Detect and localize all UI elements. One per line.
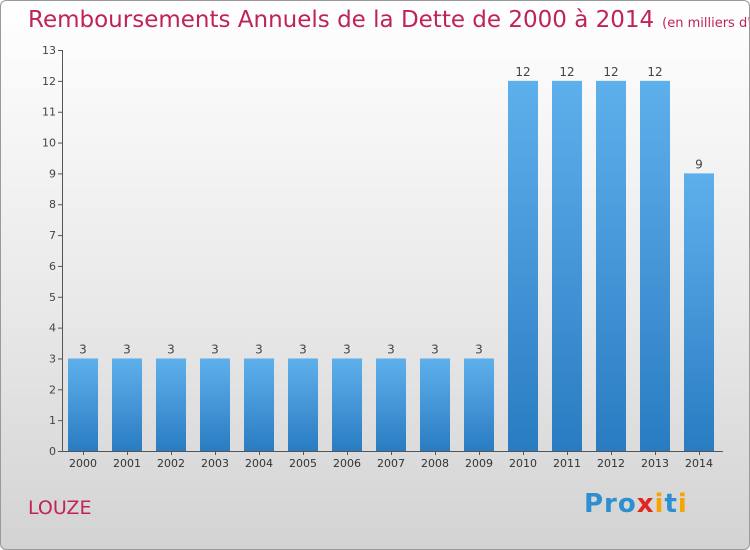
value-label: 3 — [255, 342, 263, 356]
value-label: 3 — [123, 342, 131, 356]
value-labels: 3 3 3 3 3 3 3 3 3 3 12 12 12 12 9 — [79, 65, 703, 357]
x-tick-label: 2010 — [509, 457, 537, 470]
y-tick-label: 5 — [49, 291, 56, 304]
y-tick-label: 9 — [49, 167, 56, 180]
chart-title: Remboursements Annuels de la Dette de 20… — [28, 7, 750, 33]
bar-2004 — [244, 358, 274, 451]
y-tick-label: 0 — [49, 445, 56, 458]
x-tick-label: 2000 — [69, 457, 97, 470]
y-tick-label: 13 — [42, 44, 56, 57]
value-label: 3 — [387, 342, 395, 356]
bar-2001 — [112, 358, 142, 451]
value-label: 3 — [343, 342, 351, 356]
value-label: 9 — [695, 157, 703, 171]
x-tick-label: 2003 — [201, 457, 229, 470]
value-label: 12 — [559, 65, 574, 79]
bar-2002 — [156, 358, 186, 451]
bars — [68, 80, 714, 451]
x-tick-label: 2002 — [157, 457, 185, 470]
x-tick-label: 2012 — [597, 457, 625, 470]
x-tick-label: 2005 — [289, 457, 317, 470]
bar-2006 — [332, 358, 362, 451]
bar-2013 — [640, 80, 670, 451]
bar-2008 — [420, 358, 450, 451]
x-tick-label: 2006 — [333, 457, 361, 470]
value-label: 3 — [299, 342, 307, 356]
proxiti-logo: Proxiti — [584, 489, 688, 519]
city-name: LOUZE — [28, 497, 92, 519]
chart-title-text: Remboursements Annuels de la Dette de 20… — [28, 7, 655, 33]
value-label: 12 — [647, 65, 662, 79]
bar-2003 — [200, 358, 230, 451]
value-label: 3 — [167, 342, 175, 356]
y-tick-label: 12 — [42, 75, 56, 88]
value-label: 3 — [79, 342, 87, 356]
y-tick-label: 10 — [42, 137, 56, 150]
x-tick-label: 2001 — [113, 457, 141, 470]
x-tick-label: 2013 — [641, 457, 669, 470]
bar-2012 — [596, 80, 626, 451]
bar-2014 — [684, 173, 714, 451]
y-tick-label: 8 — [49, 198, 56, 211]
x-tick-label: 2011 — [553, 457, 581, 470]
bar-2010 — [508, 80, 538, 451]
y-tick-label: 4 — [49, 322, 56, 335]
x-tick-label: 2009 — [465, 457, 493, 470]
y-tick-label: 7 — [49, 229, 56, 242]
value-label: 3 — [431, 342, 439, 356]
chart-unit: (en milliers d'€) — [662, 16, 750, 31]
x-tick-label: 2007 — [377, 457, 405, 470]
bar-2000 — [68, 358, 98, 451]
y-tick-label: 6 — [49, 260, 56, 273]
bar-2005 — [288, 358, 318, 451]
x-tick-label: 2008 — [421, 457, 449, 470]
value-label: 3 — [475, 342, 483, 356]
bar-2011 — [552, 80, 582, 451]
value-label: 12 — [603, 65, 618, 79]
bar-2007 — [376, 358, 406, 451]
bar-2009 — [464, 358, 494, 451]
y-tick-label: 11 — [42, 106, 56, 119]
y-tick-label: 1 — [49, 414, 56, 427]
x-tick-label: 2004 — [245, 457, 273, 470]
x-tick-label: 2014 — [685, 457, 713, 470]
value-label: 12 — [515, 65, 530, 79]
y-tick-label: 2 — [49, 383, 56, 396]
y-tick-label: 3 — [49, 352, 56, 365]
x-tick-labels: 2000 2001 2002 2003 2004 2005 2006 2007 2008 2009… — [69, 451, 713, 470]
value-label: 3 — [211, 342, 219, 356]
